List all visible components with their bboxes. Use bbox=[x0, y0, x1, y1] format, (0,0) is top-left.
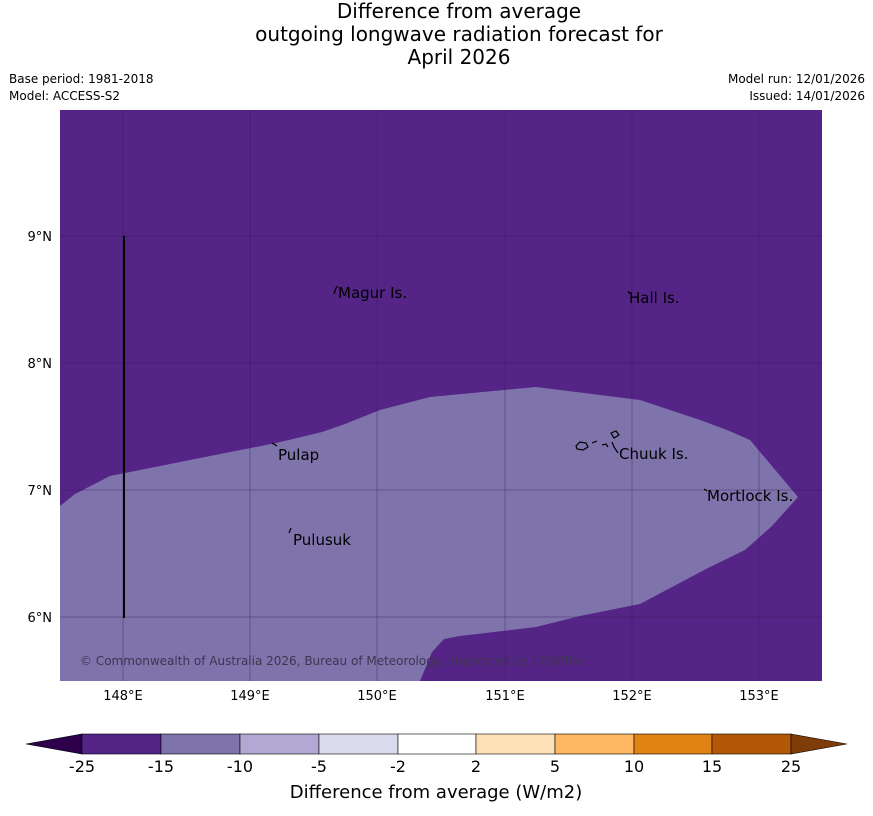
colorbar-tick-10: 25 bbox=[781, 757, 801, 776]
place-label-mortlock: Mortlock Is. bbox=[707, 487, 793, 505]
title-line-3: April 2026 bbox=[407, 45, 511, 69]
colorbar-segment-7 bbox=[554, 733, 635, 755]
colorbar-tick-7: 5 bbox=[550, 757, 560, 776]
place-label-hall: Hall Is. bbox=[629, 289, 680, 307]
colorbar: -25 -15 -10 -5 -2 2 5 10 15 25 Differenc… bbox=[25, 733, 848, 803]
lon-label-153e: 153°E bbox=[739, 689, 779, 704]
colorbar-segment-4 bbox=[318, 733, 399, 755]
colorbar-tick-3: -10 bbox=[227, 757, 253, 776]
lon-label-150e: 150°E bbox=[357, 689, 397, 704]
colorbar-segment-6 bbox=[475, 733, 556, 755]
colorbar-segment-1 bbox=[81, 733, 162, 755]
colorbar-tick-5: -2 bbox=[390, 757, 406, 776]
colorbar-segment-3 bbox=[239, 733, 320, 755]
pulusuk-island-shape bbox=[288, 527, 292, 534]
lon-label-149e: 149°E bbox=[230, 689, 270, 704]
colorbar-segment-8 bbox=[633, 733, 713, 755]
colorbar-title: Difference from average (W/m2) bbox=[290, 782, 582, 803]
model-name: Model: ACCESS-S2 bbox=[9, 89, 121, 103]
gridlines bbox=[60, 110, 822, 681]
place-label-magur: Magur Is. bbox=[338, 284, 407, 302]
colorbar-under-arrow bbox=[25, 733, 83, 755]
moderate-anomaly-region bbox=[60, 387, 798, 681]
colorbar-segment-2 bbox=[160, 733, 241, 755]
base-period: Base period: 1981-2018 bbox=[9, 72, 154, 86]
place-label-pulusuk: Pulusuk bbox=[293, 531, 351, 549]
lat-label-6n: 6°N bbox=[28, 611, 53, 626]
colorbar-tick-4: -5 bbox=[311, 757, 327, 776]
chuuk-lagoon-shape bbox=[575, 430, 620, 454]
lon-label-152e: 152°E bbox=[612, 689, 652, 704]
lon-label-151e: 151°E bbox=[485, 689, 525, 704]
hall-island-shape bbox=[627, 290, 631, 295]
title-line-1: Difference from average bbox=[336, 0, 582, 23]
meta-left: Base period: 1981-2018 Model: ACCESS-S2 bbox=[9, 71, 154, 105]
lat-label-9n: 9°N bbox=[28, 230, 53, 245]
title-line-2: outgoing longwave radiation forecast for bbox=[255, 22, 663, 46]
colorbar-tick-6: 2 bbox=[471, 757, 481, 776]
model-run: Model run: 12/01/2026 bbox=[727, 72, 865, 86]
lon-label-148e: 148°E bbox=[103, 689, 143, 704]
mortlock-island-shape bbox=[703, 488, 708, 492]
lat-label-7n: 7°N bbox=[28, 484, 53, 499]
colorbar-segment-9 bbox=[711, 733, 792, 755]
magur-island-shape bbox=[333, 285, 339, 295]
colorbar-tick-1: -25 bbox=[69, 757, 95, 776]
lat-label-8n: 8°N bbox=[28, 357, 53, 372]
place-label-pulap: Pulap bbox=[278, 446, 319, 464]
colorbar-tick-2: -15 bbox=[148, 757, 174, 776]
chart-title: Difference from average outgoing longwav… bbox=[0, 0, 873, 69]
place-label-chuuk: Chuuk Is. bbox=[619, 445, 688, 463]
issued-date: Issued: 14/01/2026 bbox=[749, 89, 865, 103]
colorbar-tick-9: 15 bbox=[702, 757, 722, 776]
meta-right: Model run: 12/01/2026 Issued: 14/01/2026 bbox=[728, 71, 865, 105]
colorbar-segment-5 bbox=[397, 733, 477, 755]
copyright-notice: © Commonwealth of Australia 2026, Bureau… bbox=[80, 654, 585, 668]
pulap-island-shape bbox=[271, 442, 278, 447]
colorbar-tick-8: 10 bbox=[624, 757, 644, 776]
island-outlines bbox=[271, 285, 708, 534]
colorbar-over-arrow bbox=[790, 733, 848, 755]
